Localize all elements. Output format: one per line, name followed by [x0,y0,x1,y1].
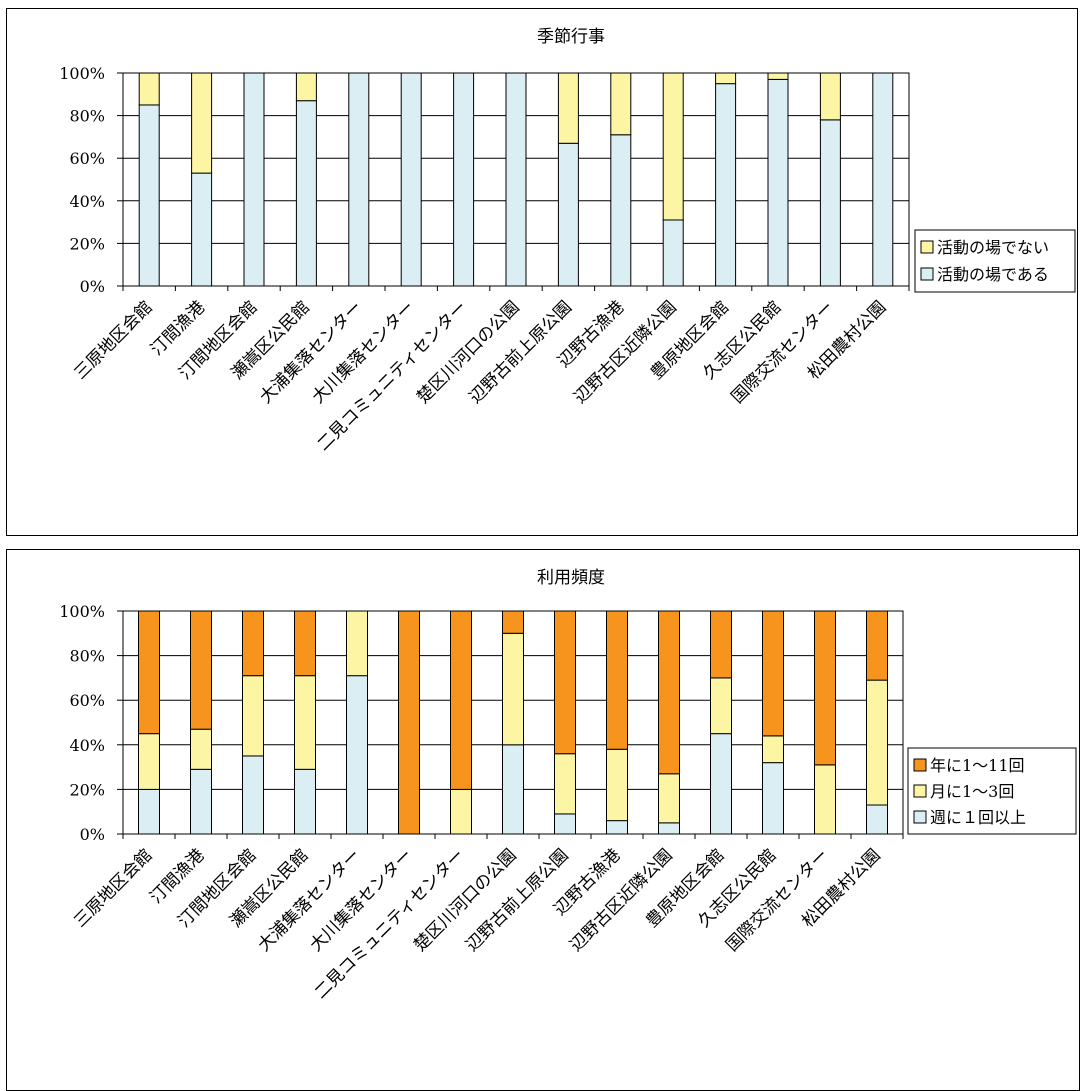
y-tick-label: 100% [59,602,105,621]
bar-segment [710,733,732,835]
bar-segment [138,788,160,835]
bar-segment [450,610,472,790]
y-tick-label: 60% [69,691,105,710]
y-tick-label: 100% [59,64,105,83]
bar-segment [505,72,527,287]
legend-label: 活動の場である [937,265,1049,284]
bar-segment [710,610,732,679]
bar-segment [346,610,368,677]
bar-segment [662,219,684,287]
bar-segment [502,632,524,746]
bar-segment [762,735,784,764]
bar-segment [190,610,212,730]
bar-segment [138,610,160,735]
bar-segment [819,119,841,287]
legend-swatch [913,758,927,772]
bar-segment [557,72,579,144]
bar-segment [294,610,316,677]
bar-segment [502,744,524,835]
y-tick-label: 20% [69,780,105,799]
chart-title: 季節行事 [537,27,605,47]
bar-segment [610,134,632,287]
usage-frequency-chart-svg: 利用頻度 100%80%60%40%20%0%三原地区会館汀間漁港汀間地区会館瀬… [59,568,1077,1003]
bar-segment [191,172,213,287]
y-tick-label: 40% [69,736,105,755]
bar-segment [554,753,576,815]
bar-segment [295,72,317,102]
bar-segment [767,72,789,80]
bar-segment [715,72,737,85]
bar-segment [398,610,420,835]
bar-segment [814,610,836,766]
legend-swatch [913,810,927,824]
bar-segment [767,78,789,287]
bar-segment [294,675,316,770]
bar-segment [346,675,368,835]
bar-segment [190,728,212,770]
bar-segment [819,72,841,121]
bar-segment [295,100,317,287]
bar-segment [872,72,894,287]
legend-label: 活動の場でない [937,238,1049,257]
legend [907,747,1077,835]
bar-segment [658,610,680,775]
bar-segment [606,820,628,835]
bar-segment [242,610,264,677]
bar-segment [610,72,632,136]
chart-usage-frequency: 利用頻度 100% 80% 60% 40% 20% 0% 三原地区会館 汀間漁港 汀間地区会館瀬… [6,549,1080,1091]
legend-swatch [920,240,934,254]
seasonal-events-chart-svg: 季節行事 100%80%60%40%20%0%三原地区会館汀間漁港汀間地区会館瀬… [59,27,1076,455]
bar-segment [400,72,422,287]
bar-segment [762,762,784,835]
y-tick-label: 20% [69,234,105,253]
bar-segment [138,72,160,106]
y-tick-label: 40% [69,192,105,211]
bar-segment [191,72,213,174]
chart-title: 利用頻度 [537,568,605,588]
bar-segment [453,72,475,287]
bar-segment [294,768,316,835]
bar-segment [450,788,472,835]
x-category-label: 三原地区会館 [70,297,156,383]
bar-segment [243,72,265,287]
bar-segment [866,610,888,681]
bar-segment [557,142,579,287]
bar-segment [606,748,628,822]
legend-swatch [913,784,927,798]
x-category-label: 三原地区会館 [70,845,156,931]
legend-label: 年に1～11回 [930,756,1025,775]
bar-segment [554,610,576,755]
bar-segment [658,822,680,835]
bar-segment [866,679,888,806]
bar-segment [242,755,264,835]
bar-segment [348,72,370,287]
bar-segment [554,813,576,835]
bar-segment [502,610,524,634]
legend-label: 月に1～3回 [930,782,1014,801]
bar-segment [606,610,628,750]
bar-segment [138,733,160,790]
chart-seasonal-events: 季節行事 100% 80% 60% 40% 20% 0% 三原地区会館 汀間漁港 汀間地区会館瀬… [6,8,1078,536]
legend-label: 週に１回以上 [930,808,1026,827]
y-tick-label: 80% [69,647,105,666]
bar-segment [138,104,160,287]
y-tick-label: 60% [69,149,105,168]
bar-segment [762,610,784,737]
y-tick-label: 0% [80,825,105,844]
legend-swatch [920,267,934,281]
y-tick-label: 0% [80,277,105,296]
bar-segment [658,773,680,824]
legend [914,229,1076,293]
bar-segment [814,764,836,835]
bar-segment [662,72,684,221]
bar-segment [866,804,888,835]
bar-segment [242,675,264,757]
bar-segment [190,768,212,835]
bar-segment [715,83,737,287]
y-tick-label: 80% [69,107,105,126]
bar-segment [710,677,732,735]
